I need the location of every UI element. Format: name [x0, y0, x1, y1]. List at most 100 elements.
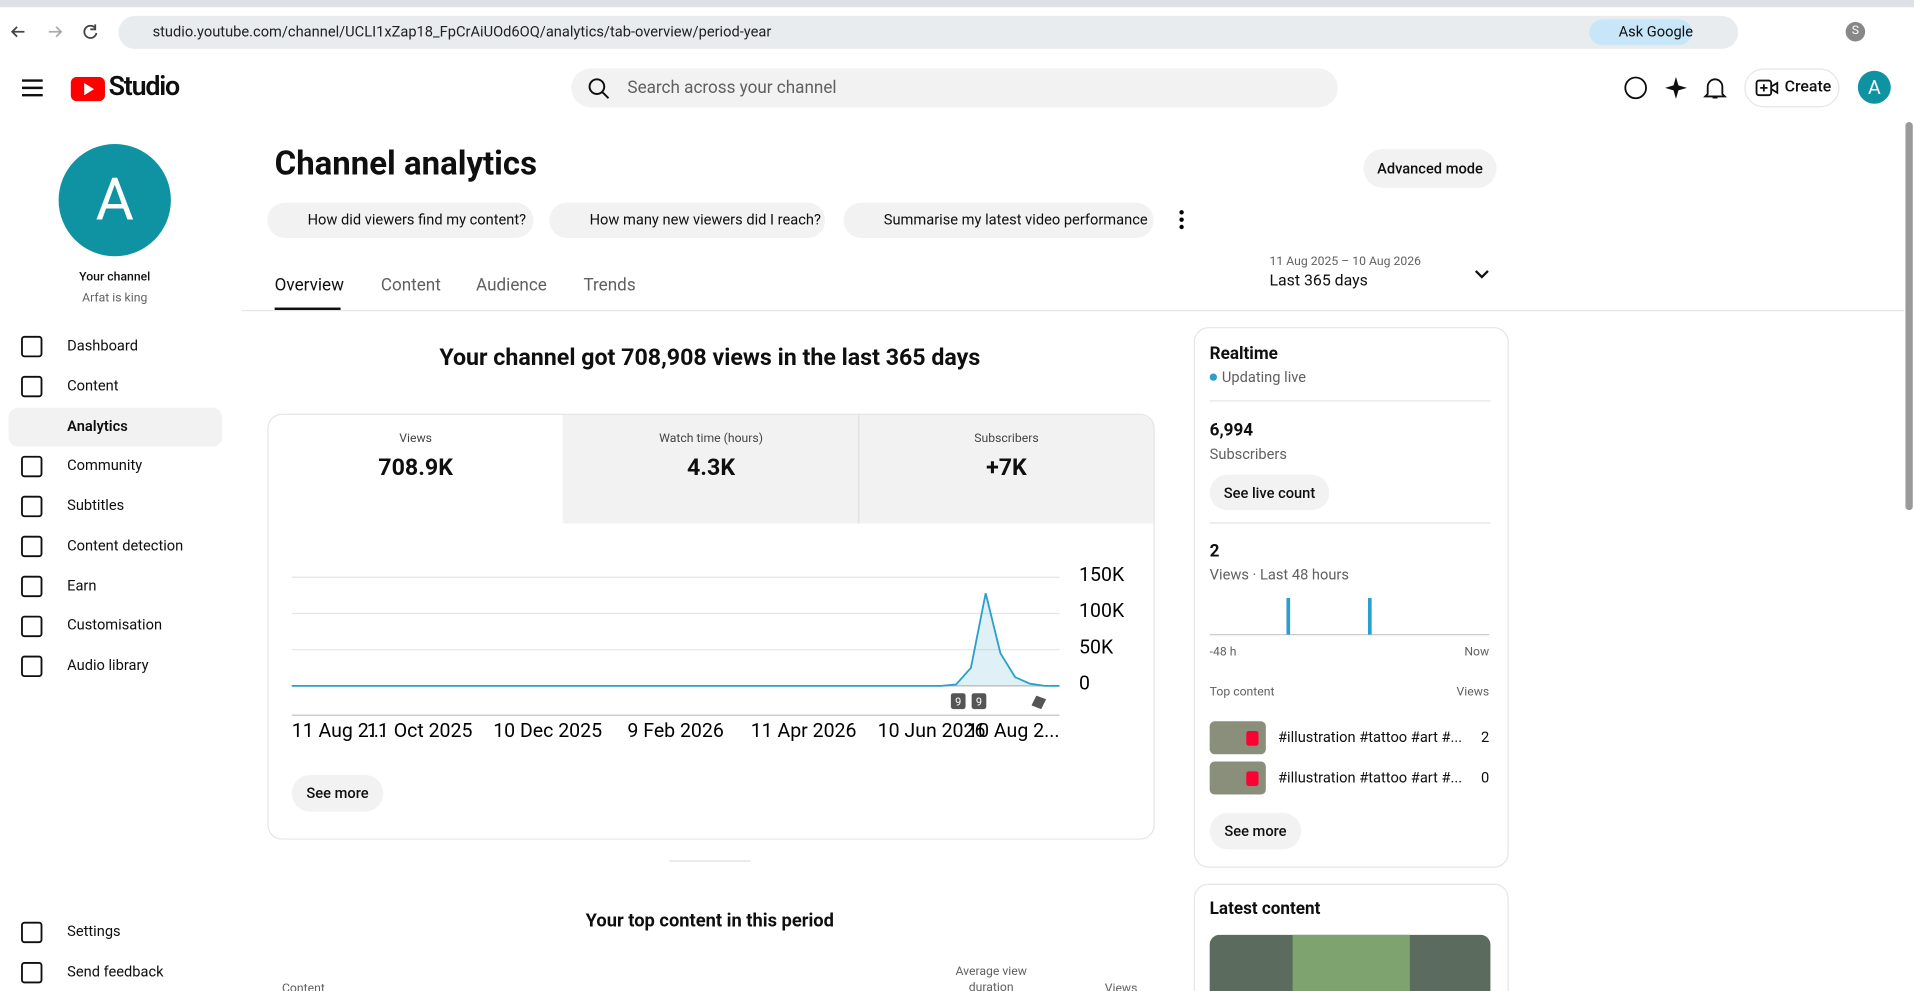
address-bar[interactable] [118, 15, 1739, 49]
nav-item[interactable]: Dashboard [67, 336, 138, 354]
date-range: 11 Aug 2025 – 10 Aug 2026 [1269, 255, 1421, 269]
period-dropdown[interactable] [1473, 267, 1490, 282]
see-more[interactable]: See more [1209, 812, 1302, 850]
tab[interactable]: Overview [274, 275, 344, 296]
subscriber-label: Subscribers [1209, 445, 1287, 463]
nav-icon [21, 495, 43, 518]
header-icons[interactable] [1623, 76, 1728, 100]
channel-label: Your channel [79, 270, 151, 285]
nav-icon [21, 375, 43, 398]
prompt-label[interactable]: Summarise my latest video performance [883, 211, 1148, 229]
nav-item[interactable]: Community [67, 456, 143, 474]
tabs-divider [241, 309, 1905, 312]
nav-icon [21, 962, 43, 984]
item-views: 2 [1480, 728, 1490, 746]
nav-item[interactable]: Settings [67, 922, 121, 940]
item-views: 0 [1480, 768, 1490, 786]
more-menu[interactable] [1174, 207, 1189, 231]
item-title[interactable]: #illustration #tattoo #art #... [1278, 768, 1463, 786]
nav-item[interactable]: Audio library [67, 656, 149, 674]
search-box[interactable] [571, 68, 1338, 108]
column-header: Content [281, 982, 325, 991]
nav-icon [21, 615, 43, 638]
thumbnail-image [1292, 934, 1410, 991]
nav-item[interactable]: Earn [67, 576, 97, 594]
prompt-label[interactable]: How many new viewers did I reach? [589, 211, 821, 229]
see-more[interactable]: See more [291, 774, 384, 812]
metric-label[interactable]: Watch time (hours) [659, 432, 763, 446]
realtime-views: 2 [1209, 541, 1220, 562]
realtime-views-label: Views · Last 48 hours [1209, 566, 1349, 584]
nav-buttons[interactable] [7, 21, 105, 43]
page-title: Channel analytics [274, 144, 538, 184]
nav-icon [21, 575, 43, 598]
nav-item[interactable]: Subtitles [67, 496, 125, 514]
logo-text: Studio [108, 72, 181, 103]
channel-avatar[interactable]: A [58, 144, 171, 257]
prompt-chip[interactable] [267, 202, 534, 238]
latest-content-card [1193, 883, 1509, 991]
section-divider [668, 860, 751, 862]
live-dot [1209, 373, 1217, 381]
x-start-label: -48 h [1209, 645, 1237, 660]
realtime-status: Updating live [1221, 368, 1307, 386]
profile[interactable]: S [1845, 21, 1866, 42]
column-header: Average view duration [955, 965, 1027, 991]
nav-item[interactable]: Send feedback [67, 962, 164, 981]
tab[interactable]: Audience [476, 275, 547, 296]
nav-item[interactable]: Content [67, 376, 119, 394]
advanced-mode[interactable]: Advanced mode [1363, 148, 1497, 188]
divider [1209, 522, 1491, 524]
item-badge [1246, 771, 1259, 786]
avatar[interactable]: A [1857, 70, 1891, 104]
metric-divider [858, 414, 860, 524]
views-column: Views [1456, 685, 1490, 700]
create-icon [1755, 79, 1779, 97]
tab[interactable]: Trends [583, 275, 636, 296]
nav-active [8, 407, 223, 447]
headline: Your channel got 708,908 views in the la… [439, 342, 981, 372]
search-placeholder: Search across your channel [627, 78, 837, 98]
top-content-title: Your top content in this period [585, 909, 834, 932]
subscriber-count: 6,994 [1209, 421, 1254, 441]
item-badge [1246, 731, 1259, 746]
column-header: Views [1104, 982, 1138, 991]
metric-value[interactable]: +7K [986, 452, 1027, 481]
tab-strip [0, 0, 1914, 8]
channel-name: Arfat is king [82, 291, 148, 306]
nav-item[interactable]: Analytics [67, 416, 128, 434]
item-title[interactable]: #illustration #tattoo #art #... [1278, 728, 1463, 746]
url: studio.youtube.com/channel/UCLI1xZap18_F… [152, 23, 772, 41]
create-button[interactable] [1744, 68, 1840, 108]
period: Last 365 days [1269, 272, 1368, 291]
search-icon [588, 78, 610, 99]
overview-card: Views 708.9K Watch time (hours) 4.3K Subscri… [267, 413, 1155, 840]
divider [1209, 400, 1491, 402]
create-label: Create [1784, 78, 1832, 97]
x-end-label: Now [1464, 645, 1490, 660]
nav-icon [21, 535, 43, 558]
nav-item[interactable]: Customisation [67, 616, 163, 634]
tab-underline [274, 307, 341, 310]
ask-google[interactable]: Ask Google [1589, 19, 1693, 46]
nav-icon [21, 655, 43, 678]
metric-value[interactable]: 4.3K [686, 452, 736, 481]
top-content-label: Top content [1209, 685, 1275, 700]
nav-icon [21, 921, 43, 944]
nav-icon [21, 455, 43, 478]
realtime-title: Realtime [1209, 344, 1278, 364]
scrollbar[interactable] [1905, 122, 1913, 511]
nav-item[interactable]: Content detection [67, 536, 184, 554]
live-count-button[interactable]: See live count [1209, 474, 1330, 511]
metric-label[interactable]: Subscribers [974, 432, 1039, 446]
prompt-label[interactable]: How did viewers find my content? [307, 211, 527, 229]
prompt-chip[interactable] [843, 202, 1154, 238]
metric-label[interactable]: Views [399, 432, 432, 446]
nav-icon [21, 335, 43, 358]
logo[interactable] [21, 76, 156, 102]
latest-content-title: Latest content [1209, 899, 1321, 919]
metric-value[interactable]: 708.9K [378, 452, 453, 481]
prompt-chip[interactable] [549, 202, 826, 238]
tab[interactable]: Content [380, 275, 441, 296]
